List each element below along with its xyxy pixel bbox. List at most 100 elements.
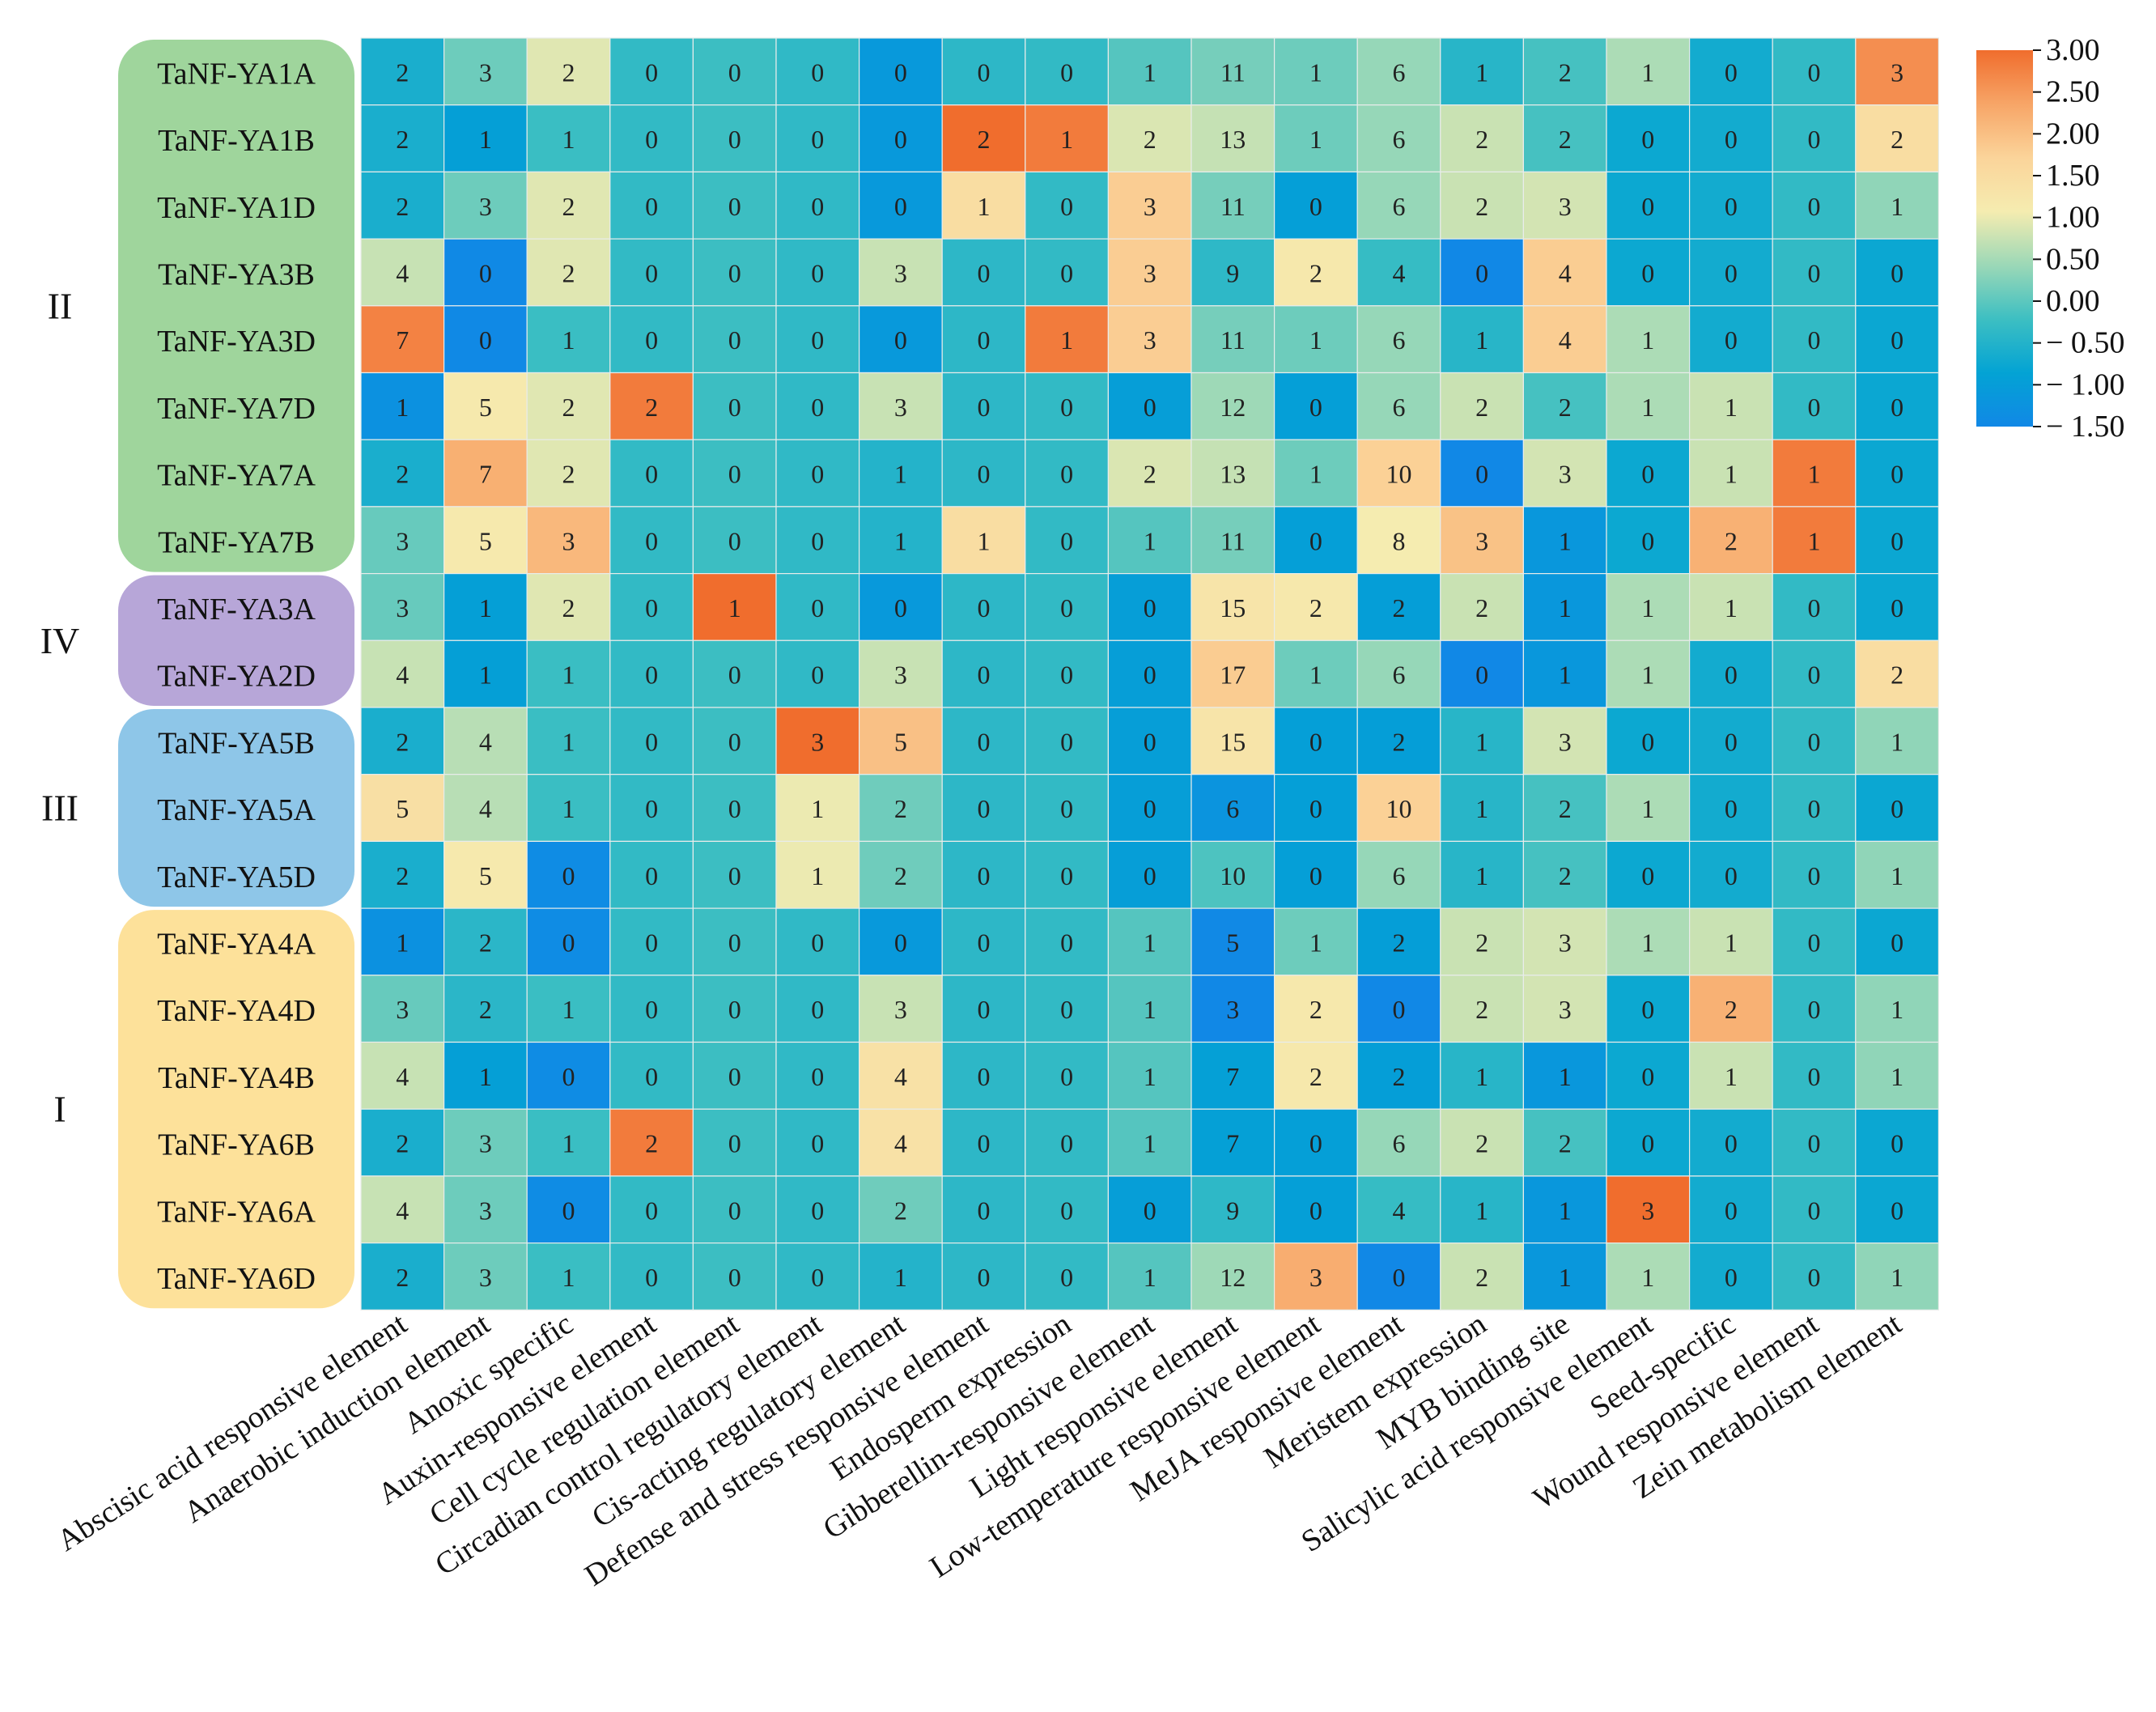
heatmap-cell <box>360 774 445 843</box>
heatmap-cell <box>1025 774 1110 843</box>
cell-value-label: 1 <box>978 526 991 555</box>
row-label: TaNF-YA2D <box>157 660 316 694</box>
cell-value-label: 2 <box>1309 593 1322 622</box>
cell-value-label: 11 <box>1220 192 1246 221</box>
heatmap-cell <box>775 372 860 440</box>
heatmap-cell <box>1273 774 1358 843</box>
heatmap-cell <box>1772 506 1857 575</box>
cell-value-label: 0 <box>978 928 991 957</box>
heatmap-cell <box>1522 104 1607 172</box>
cell-value-label: 5 <box>1226 928 1239 957</box>
heatmap-cell <box>609 171 694 240</box>
heatmap-cell <box>941 975 1026 1043</box>
cell-value-label: 0 <box>1725 1196 1738 1225</box>
cell-value-label: 0 <box>1808 794 1821 823</box>
cell-value-label: 0 <box>1725 1129 1738 1158</box>
cell-value-label: 0 <box>728 393 741 422</box>
heatmap-cell <box>692 305 777 374</box>
heatmap-cell <box>1606 506 1691 575</box>
heatmap-cell <box>1772 1175 1857 1244</box>
heatmap-cell <box>692 171 777 240</box>
heatmap-cell <box>1190 975 1275 1043</box>
cell-value-label: 1 <box>1641 794 1654 823</box>
cell-value-label: 0 <box>811 460 824 489</box>
cell-value-label: 0 <box>1641 1129 1654 1158</box>
cell-value-label: 0 <box>728 1062 741 1091</box>
column-label: Abscisic acid responsive element <box>51 1306 413 1558</box>
heatmap-cell <box>858 774 943 843</box>
heatmap-cell <box>443 1041 528 1110</box>
cell-value-label: 0 <box>978 995 991 1024</box>
heatmap-cell <box>609 707 694 775</box>
cell-value-label: 10 <box>1386 460 1412 489</box>
cell-value-label: 2 <box>1725 526 1738 555</box>
heatmap-cell <box>1025 439 1110 508</box>
cell-value-label: 1 <box>1144 1263 1157 1292</box>
heatmap-cell <box>1440 171 1525 240</box>
cell-value-label: 1 <box>1475 1062 1488 1091</box>
cell-value-label: 1 <box>1309 125 1322 154</box>
cell-value-label: 2 <box>1559 1129 1572 1158</box>
cell-value-label: 0 <box>894 192 907 221</box>
cell-value-label: 2 <box>1144 460 1157 489</box>
heatmap-cell <box>1025 506 1110 575</box>
heatmap-cell <box>1689 840 1773 909</box>
cell-value-label: 0 <box>978 325 991 355</box>
cell-value-label: 1 <box>1641 593 1654 622</box>
heatmap-cell <box>1606 840 1691 909</box>
heatmap-cell <box>360 1041 445 1110</box>
cell-value-label: 5 <box>479 393 492 422</box>
heatmap-cell <box>1025 238 1110 307</box>
heatmap-cell <box>1190 439 1275 508</box>
cell-value-label: 2 <box>645 1129 658 1158</box>
cell-value-label: 0 <box>1641 727 1654 756</box>
cell-value-label: 0 <box>728 526 741 555</box>
cell-value-label: 0 <box>894 928 907 957</box>
cell-value-label: 1 <box>1891 861 1903 890</box>
heatmap-cell <box>360 572 445 641</box>
heatmap-cell <box>1356 975 1441 1043</box>
cell-value-label: 0 <box>1060 593 1073 622</box>
cell-value-label: 12 <box>1220 1263 1246 1292</box>
heatmap-cell <box>526 707 611 775</box>
cell-value-label: 11 <box>1220 57 1246 87</box>
heatmap-cell <box>609 37 694 106</box>
row-label: TaNF-YA1B <box>158 124 315 158</box>
cell-value-label: 0 <box>1060 1062 1073 1091</box>
heatmap-cell <box>1772 707 1857 775</box>
heatmap-cell <box>360 639 445 708</box>
cell-value-label: 0 <box>811 1129 824 1158</box>
cell-value-label: 0 <box>479 258 492 287</box>
heatmap-cell <box>1522 840 1607 909</box>
cell-value-label: 1 <box>562 325 575 355</box>
heatmap-cell <box>609 1108 694 1177</box>
heatmap-cell <box>360 305 445 374</box>
cell-value-label: 0 <box>1309 861 1322 890</box>
cell-value-label: 0 <box>645 794 658 823</box>
heatmap-cell <box>609 506 694 575</box>
heatmap-cell <box>858 1108 943 1177</box>
cell-value-label: 0 <box>1725 258 1738 287</box>
heatmap-cell <box>1190 1242 1275 1311</box>
heatmap-cell <box>1855 238 1940 307</box>
cell-value-label: 0 <box>728 258 741 287</box>
heatmap-cell <box>1025 907 1110 976</box>
heatmap-cell <box>526 104 611 172</box>
heatmap-cell <box>1522 439 1607 508</box>
heatmap-cell <box>526 774 611 843</box>
heatmap-cell <box>360 171 445 240</box>
cell-value-label: 2 <box>479 995 492 1024</box>
heatmap-cell <box>1356 1242 1441 1311</box>
heatmap-cell <box>1190 907 1275 976</box>
heatmap-cell <box>1689 975 1773 1043</box>
cell-value-label: 1 <box>1144 57 1157 87</box>
cell-value-label: 1 <box>1725 928 1738 957</box>
cell-value-label: 2 <box>562 393 575 422</box>
cell-value-label: 0 <box>978 593 991 622</box>
row-label: TaNF-YA3D <box>157 325 316 359</box>
cell-value-label: 1 <box>562 1129 575 1158</box>
heatmap-cell <box>775 171 860 240</box>
heatmap-cell <box>526 439 611 508</box>
cell-value-label: 0 <box>978 1129 991 1158</box>
